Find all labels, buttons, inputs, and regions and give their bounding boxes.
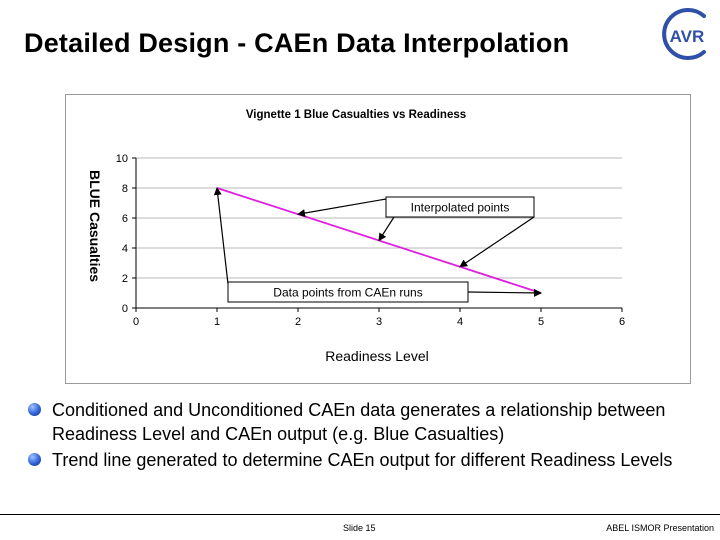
slide-number: Slide 15 <box>343 523 376 533</box>
chart: Vignette 1 Blue Casualties vs Readiness … <box>87 109 625 364</box>
y-tick-label: 10 <box>116 153 128 165</box>
y-tick-label: 2 <box>122 273 128 285</box>
y-tick-label: 0 <box>122 303 128 315</box>
logo-text: AVR <box>670 27 705 46</box>
bullet-text: Conditioned and Unconditioned CAEn data … <box>52 400 666 444</box>
interpolated-label: Interpolated points <box>411 201 510 215</box>
bullet-text: Trend line generated to determine CAEn o… <box>52 450 673 470</box>
y-tick-label: 4 <box>122 243 128 255</box>
bullet-item: Trend line generated to determine CAEn o… <box>28 448 708 472</box>
y-axis-label: BLUE Casualties <box>87 170 103 282</box>
interpolated-label-box <box>385 196 535 218</box>
avr-logo: AVR <box>662 8 706 60</box>
y-tick-label: 6 <box>122 213 128 225</box>
chart-title: Vignette 1 Blue Casualties vs Readiness <box>246 109 466 121</box>
interpolated-arrow <box>378 216 395 242</box>
data-points-label-box <box>227 281 469 303</box>
page-title: Detailed Design - CAEn Data Interpolatio… <box>24 28 570 58</box>
x-tick-label: 6 <box>619 316 625 328</box>
x-tick-label: 4 <box>457 316 463 328</box>
bullet-icon <box>28 403 41 416</box>
x-tick-label: 0 <box>133 316 139 328</box>
presentation-name: ABEL ISMOR Presentation <box>606 523 714 533</box>
x-tick-label: 3 <box>376 316 382 328</box>
x-axis-label: Readiness Level <box>325 348 429 364</box>
y-tick-label: 8 <box>122 183 128 195</box>
data-point-arrow <box>467 288 542 297</box>
data-points-label: Data points from CAEn runs <box>273 286 422 300</box>
x-tick-label: 1 <box>214 316 220 328</box>
x-tick-label: 5 <box>538 316 544 328</box>
interpolated-arrow <box>459 216 535 268</box>
interpolated-arrow <box>297 198 387 217</box>
footer-divider <box>0 514 720 515</box>
bullet-icon <box>28 453 41 466</box>
chart-frame: Vignette 1 Blue Casualties vs Readiness … <box>65 94 691 384</box>
data-point-arrow <box>213 187 229 285</box>
x-tick-label: 2 <box>295 316 301 328</box>
bullet-item: Conditioned and Unconditioned CAEn data … <box>28 398 708 446</box>
bullet-list: Conditioned and Unconditioned CAEn data … <box>28 398 708 474</box>
